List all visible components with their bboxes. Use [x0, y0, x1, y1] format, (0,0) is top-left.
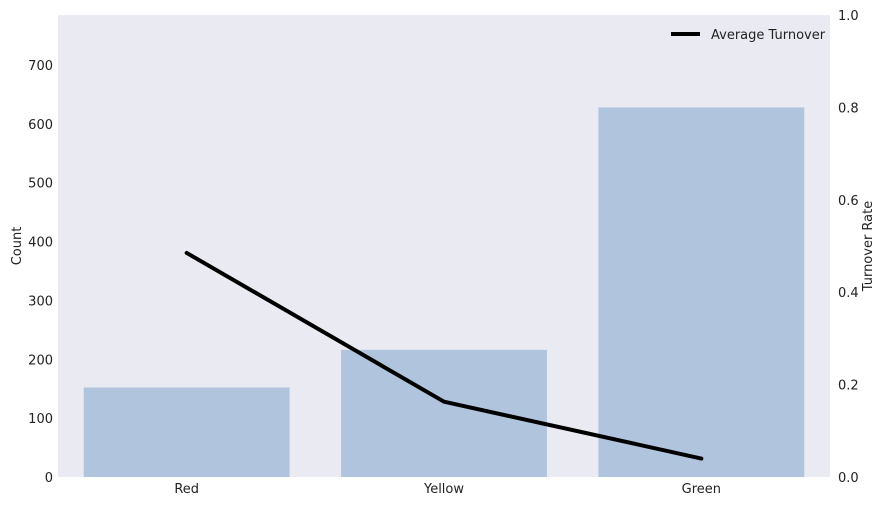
- x-tick-label: Red: [174, 482, 199, 497]
- y2-axis-title: Turnover Rate: [861, 201, 876, 293]
- bar-green: [598, 107, 805, 478]
- y-tick-label: 600: [28, 118, 53, 133]
- y2-tick-label: 1.0: [838, 9, 859, 24]
- y2-tick-label: 0.2: [838, 379, 859, 394]
- y2-tick-label: 0.6: [838, 194, 859, 209]
- y-tick-label: 200: [28, 353, 53, 368]
- bar-yellow: [341, 349, 547, 477]
- y2-tick-label: 0.4: [838, 286, 859, 301]
- y-tick-label: 500: [28, 177, 53, 192]
- x-tick-label: Yellow: [423, 482, 464, 497]
- y-tick-label: 0: [45, 471, 53, 486]
- y-axis-title: Count: [10, 227, 25, 266]
- bar-red: [83, 387, 290, 477]
- y-tick-label: 400: [28, 236, 53, 251]
- legend: Average Turnover: [671, 28, 826, 43]
- y-tick-label: 100: [28, 412, 53, 427]
- x-tick-label: Green: [682, 482, 721, 497]
- y2-tick-label: 0.8: [838, 101, 859, 116]
- y-tick-label: 700: [28, 59, 53, 74]
- y2-tick-label: 0.0: [838, 471, 859, 486]
- legend-label: Average Turnover: [711, 28, 826, 43]
- y-tick-label: 300: [28, 294, 53, 309]
